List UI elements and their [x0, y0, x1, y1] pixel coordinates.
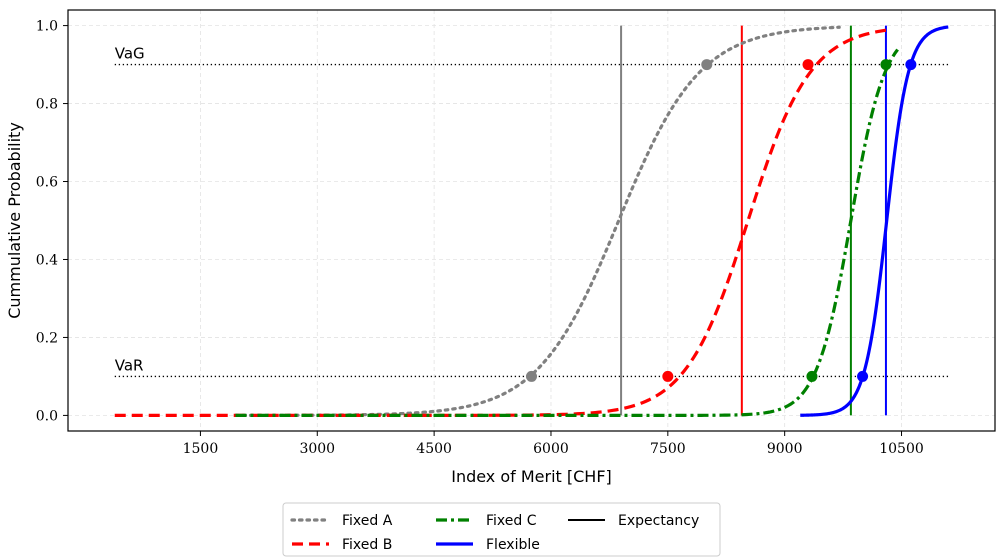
- y-tick-label: 0.2: [36, 330, 58, 346]
- series: [114, 25, 949, 418]
- y-tick-label: 0.0: [36, 408, 58, 424]
- x-tick-label: 4500: [416, 441, 452, 457]
- x-tick-label: 1500: [183, 441, 219, 457]
- x-tick-label: 6000: [533, 441, 569, 457]
- x-tick-label: 9000: [767, 441, 803, 457]
- y-axis-label: Cummulative Probability: [5, 122, 24, 319]
- quantile-marker: [857, 370, 869, 382]
- x-tick-label: 3000: [299, 441, 335, 457]
- legend: Fixed A Fixed B Fixed C Flexible Expectancy: [282, 502, 721, 557]
- legend-label: Fixed B: [342, 537, 392, 553]
- x-tick-label: 10500: [879, 441, 924, 457]
- quantile-marker: [880, 59, 892, 71]
- quantile-marker: [802, 59, 814, 71]
- series-line-flexible: [800, 25, 949, 417]
- y-tick-label: 0.8: [36, 97, 58, 113]
- series-line-fixed-a: [233, 25, 841, 417]
- legend-box: [282, 502, 721, 557]
- quantile-marker: [526, 370, 537, 382]
- y-tick-label: 0.6: [36, 175, 58, 191]
- legend-label: Fixed C: [486, 513, 537, 529]
- expectancy-lines: [620, 25, 887, 416]
- reference-lines: VaG VaR: [114, 45, 949, 378]
- y-tick-label: 1.0: [36, 19, 58, 35]
- quantile-marker: [905, 59, 917, 71]
- legend-label: Flexible: [486, 537, 540, 553]
- series-line-fixed-c: [235, 48, 899, 418]
- x-axis-ticks: 1500 3000 4500 6000 7500 9000 10500: [183, 431, 924, 457]
- plot-frame: [67, 9, 996, 432]
- x-axis-label: Index of Merit [CHF]: [451, 467, 612, 486]
- reference-label-var: VaR: [115, 356, 144, 374]
- reference-label-vag: VaG: [115, 45, 145, 63]
- legend-label: Fixed A: [342, 513, 393, 529]
- x-tick-label: 7500: [650, 441, 686, 457]
- grid: [68, 10, 995, 431]
- quantile-marker: [701, 59, 713, 71]
- y-tick-label: 0.4: [36, 252, 58, 268]
- series-line-fixed-b: [114, 28, 887, 418]
- y-axis-ticks: 0.0 0.2 0.4 0.6 0.8 1.0: [36, 19, 68, 424]
- quantile-markers: [526, 59, 917, 382]
- legend-label: Expectancy: [618, 513, 699, 529]
- quantile-marker: [806, 370, 818, 382]
- quantile-marker: [662, 370, 674, 382]
